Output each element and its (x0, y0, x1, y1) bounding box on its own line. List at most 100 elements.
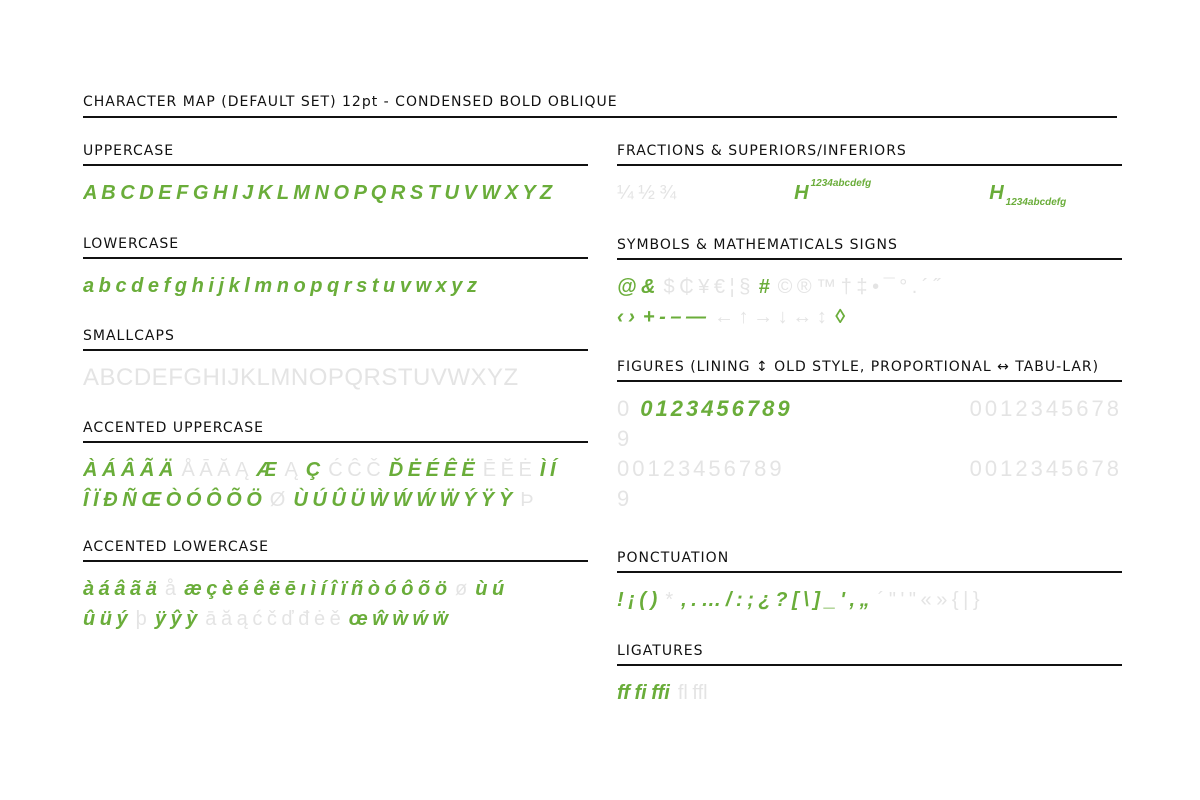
glyph-run: ø (455, 577, 468, 600)
glyph-row: ¼ ½ ¾ H 1234abcdefg H 1234abcdefg (617, 178, 1122, 208)
glyph-set: ff fi ffi fl ffl (617, 678, 1122, 708)
glyph-row: ff fi ffi fl ffl (617, 678, 1122, 708)
glyph-run: H (794, 181, 809, 204)
section-title: SMALLCAPS (83, 328, 588, 351)
glyph-row: ‹ › + - – — ← ↑ → ↓ ↔ ↕ ◊ (617, 302, 1122, 332)
glyph-run: 0012345678 (969, 456, 1122, 481)
section: ACCENTED LOWERCASE à á â ã ä å æ ç è é ê ë … (83, 539, 588, 634)
glyph-run: , . … / : ; ¿ ? [ \ ] _ ' , „ (681, 588, 870, 611)
glyph-run: ¼ ½ ¾ (617, 181, 677, 204)
section: SYMBOLS & MATHEMATICALS SIGNS @ & $ ₵ ¥ € … (617, 237, 1122, 332)
glyph-run: Ē Ĕ Ė (482, 458, 532, 481)
section: SMALLCAPS ABCDEFGHIJKLMNOPQRSTUVWXYZ (83, 328, 588, 393)
section-title: ACCENTED LOWERCASE (83, 539, 588, 562)
glyph-run: $ ₵ ¥ € ¦ § (663, 275, 751, 298)
glyph-set: a b c d e f g h i j k l m n o p q r s t … (83, 271, 588, 301)
glyph-set: @ & $ ₵ ¥ € ¦ § # © ® ™ † ‡ • ¯ ° . ´ ˝ ‹ › +… (617, 272, 1122, 332)
page-title: CHARACTER MAP (DEFAULT SET) 12pt - CONDE… (83, 94, 1117, 118)
glyph-run: Ø (269, 488, 286, 511)
section: UPPERCASE A B C D E F G H I J K L M N O P… (83, 143, 588, 208)
glyph-run: fl ffl (677, 681, 708, 704)
glyph-run: * (665, 588, 674, 611)
section-title: SYMBOLS & MATHEMATICALS SIGNS (617, 237, 1122, 260)
section-title: LIGATURES (617, 643, 1122, 666)
section-title: UPPERCASE (83, 143, 588, 166)
glyph-run: Ć Ĉ Č (328, 458, 381, 481)
glyph-run: À Á Â Ã Ä (83, 458, 174, 481)
glyph-run: Ì Í (539, 458, 556, 481)
glyph-run: 9 (617, 426, 633, 451)
glyph-row: 00123456789 0012345678 (617, 454, 1122, 484)
glyph-run: ù ú (475, 577, 505, 600)
glyph-run: @ & (617, 275, 656, 298)
section-title: FRACTIONS & SUPERIORS/INFERIORS (617, 143, 1122, 166)
glyph-row: 9 (617, 424, 1122, 454)
glyph-run: ← ↑ → ↓ ↔ ↕ (714, 305, 827, 328)
glyph-row: à á â ã ä å æ ç è é ê ë ē ı ì í î ï ñ ò ó … (83, 574, 588, 604)
glyph-run: ā ă ą ć č ď đ ė ě (205, 607, 341, 630)
section: FIGURES (LINING ↕ OLD STYLE, PROPORTIONA… (617, 359, 1122, 514)
glyph-run: û ü ý (83, 607, 128, 630)
glyph-row: 9 (617, 484, 1122, 514)
glyph-set: ¼ ½ ¾ H 1234abcdefg H 1234abcdefg (617, 178, 1122, 208)
glyph-run: ◊ (834, 305, 845, 328)
glyph-run: à á â ã ä (83, 577, 157, 600)
glyph-run: a b c d e f g h i j k l m n o p q r s t … (83, 274, 477, 297)
glyph-run: 1234abcdefg (810, 178, 872, 189)
glyph-run: œ ŵ ẁ ẃ ẅ (348, 607, 449, 630)
glyph-run: Ù Ú Û Ü Ẁ Ẃ Ẃ Ẅ Ý Ÿ Ỳ (293, 488, 513, 511)
section-title: LOWERCASE (83, 236, 588, 259)
glyph-row: a b c d e f g h i j k l m n o p q r s t … (83, 271, 588, 301)
glyph-run: 9 (617, 486, 633, 511)
glyph-row: ! ¡ ( ) * , . … / : ; ¿ ? [ \ ] _ ' , „ ´ "… (617, 585, 1122, 615)
section-title: FIGURES (LINING ↕ OLD STYLE, PROPORTIONA… (617, 359, 1122, 382)
glyph-run: Å Ā Ă Ą (181, 458, 249, 481)
glyph-run: Æ (256, 458, 277, 481)
glyph-row: @ & $ ₵ ¥ € ¦ § # © ® ™ † ‡ • ¯ ° . ´ ˝ (617, 272, 1122, 302)
glyph-run: Î Ï Đ Ñ Œ Ò Ó Ô Õ Ö (83, 488, 262, 511)
glyph-run: # (758, 275, 770, 298)
glyph-run: ! ¡ ( ) (617, 588, 658, 611)
glyph-run: þ (135, 607, 147, 630)
glyph-run: ABCDEFGHIJKLMNOPQRSTUVWXYZ (83, 364, 519, 391)
glyph-run: ´ " ' " « » { | } (877, 588, 980, 611)
glyph-run: ‹ › (617, 305, 635, 328)
glyph-run: Ď Ė É Ê Ë (388, 458, 475, 481)
section: FRACTIONS & SUPERIORS/INFERIORS ¼ ½ ¾ H 123… (617, 143, 1122, 208)
glyph-set: 0 0123456789 0012345678 9 00123456789 0012345… (617, 394, 1122, 514)
glyph-run: ff fi ffi (617, 681, 670, 704)
glyph-run: H (989, 181, 1004, 204)
glyph-run: Ç (305, 458, 321, 481)
glyph-run: 0 (617, 396, 633, 421)
glyph-run: A B C D E F G H I J K L M N O P Q R S T … (83, 181, 553, 204)
glyph-run: 00123456789 (617, 456, 785, 481)
glyph-run: 0123456789 (640, 396, 793, 421)
section: PONCTUATION ! ¡ ( ) * , . … / : ; ¿ ? [ \ ]… (617, 550, 1122, 615)
glyph-run: Þ (520, 488, 534, 511)
glyph-run: + - – — (642, 305, 707, 328)
glyph-set: ! ¡ ( ) * , . … / : ; ¿ ? [ \ ] _ ' , „ ´ "… (617, 585, 1122, 615)
glyph-run: © ® ™ † ‡ • ¯ ° . ´ ˝ (777, 275, 940, 298)
glyph-row: Î Ï Đ Ñ Œ Ò Ó Ô Õ Ö Ø Ù Ú Û Ü Ẁ Ẃ Ẃ Ẅ Ý Ÿ … (83, 485, 588, 515)
section-title: ACCENTED UPPERCASE (83, 420, 588, 443)
section: LOWERCASE a b c d e f g h i j k l m n o p… (83, 236, 588, 301)
glyph-run: 1234abcdefg (1005, 197, 1067, 208)
glyph-run: å (164, 577, 176, 600)
section: LIGATURES ff fi ffi fl ffl (617, 643, 1122, 708)
glyph-run: ÿ ŷ ỳ (154, 607, 198, 630)
glyph-set: A B C D E F G H I J K L M N O P Q R S T … (83, 178, 588, 208)
glyph-set: à á â ã ä å æ ç è é ê ë ē ı ì í î ï ñ ò ó … (83, 574, 588, 634)
glyph-row: 0 0123456789 0012345678 (617, 394, 1122, 424)
section-title: PONCTUATION (617, 550, 1122, 573)
glyph-run: 0012345678 (969, 396, 1122, 421)
glyph-set: ABCDEFGHIJKLMNOPQRSTUVWXYZ (83, 363, 588, 393)
glyph-row: ABCDEFGHIJKLMNOPQRSTUVWXYZ (83, 363, 588, 393)
glyph-run: Ą (284, 458, 298, 481)
glyph-run: æ ç è é ê ë ē ı ì í î ï ñ ò ó ô õ ö (183, 577, 448, 600)
